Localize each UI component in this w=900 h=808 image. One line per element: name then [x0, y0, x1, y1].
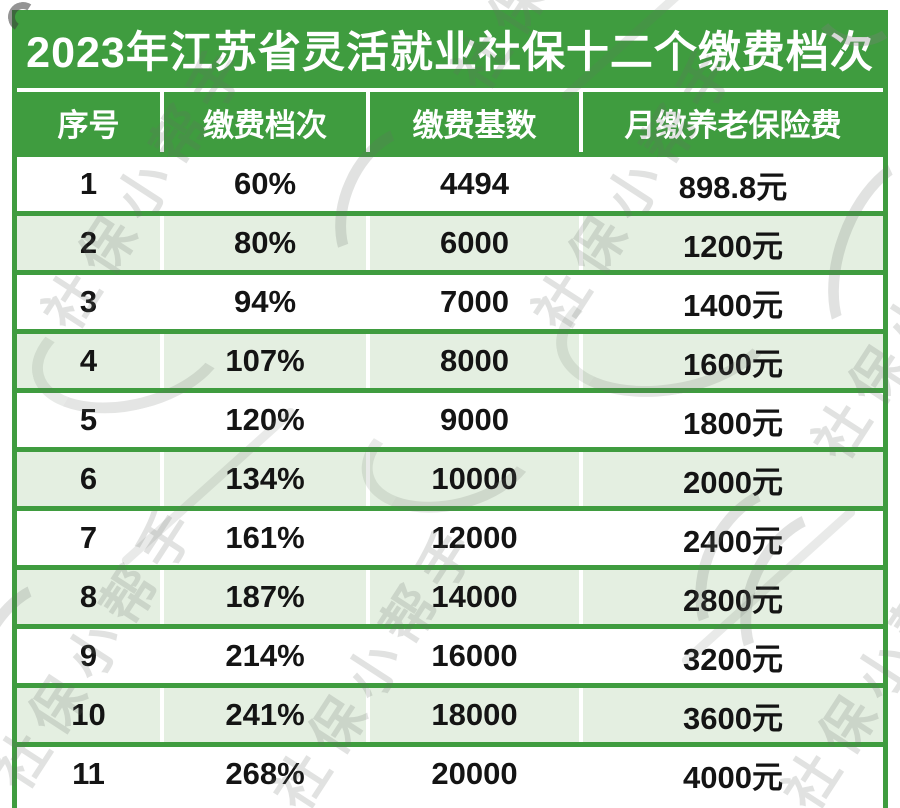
base-cell: 16000 — [370, 629, 583, 683]
seq-cell: 10 — [17, 688, 164, 742]
table-row: 7 161% 12000 2400元 — [17, 506, 883, 565]
tier-cell: 187% — [164, 570, 370, 624]
base-cell: 9000 — [370, 393, 583, 447]
fee-cell: 2400元 — [683, 523, 783, 559]
base-cell: 18000 — [370, 688, 583, 742]
base-cell: 20000 — [370, 747, 583, 801]
base-cell: 10000 — [370, 452, 583, 506]
page-title: 2023年江苏省灵活就业社保十二个缴费档次 — [17, 10, 883, 88]
fee-cell: 1600元 — [683, 346, 783, 382]
fee-cell: 1400元 — [683, 287, 783, 323]
base-cell: 4494 — [370, 157, 583, 211]
tier-cell: 134% — [164, 452, 370, 506]
base-cell: 7000 — [370, 275, 583, 329]
tier-cell: 60% — [164, 157, 370, 211]
table-header-row: 序号 缴费档次 缴费基数 月缴养老保险费 — [17, 92, 883, 152]
seq-cell: 8 — [17, 570, 164, 624]
table-row: 2 80% 6000 1200元 — [17, 211, 883, 270]
base-cell: 8000 — [370, 334, 583, 388]
seq-cell: 11 — [17, 747, 164, 801]
tier-cell: 268% — [164, 747, 370, 801]
table-row: 8 187% 14000 2800元 — [17, 565, 883, 624]
table-body: 1 60% 4494 898.8元 2 80% 6000 1200元 3 94%… — [17, 152, 883, 808]
table-bottom-filler — [17, 801, 883, 808]
table-row: 11 268% 20000 4000元 — [17, 742, 883, 801]
tier-cell: 120% — [164, 393, 370, 447]
header-seq: 序号 — [17, 92, 164, 152]
header-fee: 月缴养老保险费 — [624, 107, 842, 143]
base-cell: 14000 — [370, 570, 583, 624]
tier-cell: 241% — [164, 688, 370, 742]
table-row: 1 60% 4494 898.8元 — [17, 152, 883, 211]
tier-cell: 214% — [164, 629, 370, 683]
table-row: 10 241% 18000 3600元 — [17, 683, 883, 742]
title-divider — [17, 88, 883, 92]
fee-cell: 3200元 — [683, 641, 783, 677]
base-cell: 12000 — [370, 511, 583, 565]
tier-cell: 107% — [164, 334, 370, 388]
fee-cell: 898.8元 — [678, 169, 788, 205]
seq-cell: 1 — [17, 157, 164, 211]
header-base: 缴费基数 — [370, 92, 583, 152]
fee-cell: 4000元 — [683, 759, 783, 795]
fee-cell: 2000元 — [683, 464, 783, 500]
table-row: 3 94% 7000 1400元 — [17, 270, 883, 329]
seq-cell: 2 — [17, 216, 164, 270]
table-row: 6 134% 10000 2000元 — [17, 447, 883, 506]
header-tier: 缴费档次 — [164, 92, 370, 152]
fee-cell: 2800元 — [683, 582, 783, 618]
seq-cell: 7 — [17, 511, 164, 565]
seq-cell: 3 — [17, 275, 164, 329]
fee-cell: 1200元 — [683, 228, 783, 264]
seq-cell: 6 — [17, 452, 164, 506]
seq-cell: 9 — [17, 629, 164, 683]
tier-cell: 161% — [164, 511, 370, 565]
fee-cell: 3600元 — [683, 700, 783, 736]
fee-cell: 1800元 — [683, 405, 783, 441]
table-row: 9 214% 16000 3200元 — [17, 624, 883, 683]
seq-cell: 5 — [17, 393, 164, 447]
table-row: 5 120% 9000 1800元 — [17, 388, 883, 447]
table-row: 4 107% 8000 1600元 — [17, 329, 883, 388]
tier-cell: 94% — [164, 275, 370, 329]
seq-cell: 4 — [17, 334, 164, 388]
social-security-tiers-table: 2023年江苏省灵活就业社保十二个缴费档次 序号 缴费档次 缴费基数 月缴养老保… — [12, 10, 888, 808]
tier-cell: 80% — [164, 216, 370, 270]
base-cell: 6000 — [370, 216, 583, 270]
